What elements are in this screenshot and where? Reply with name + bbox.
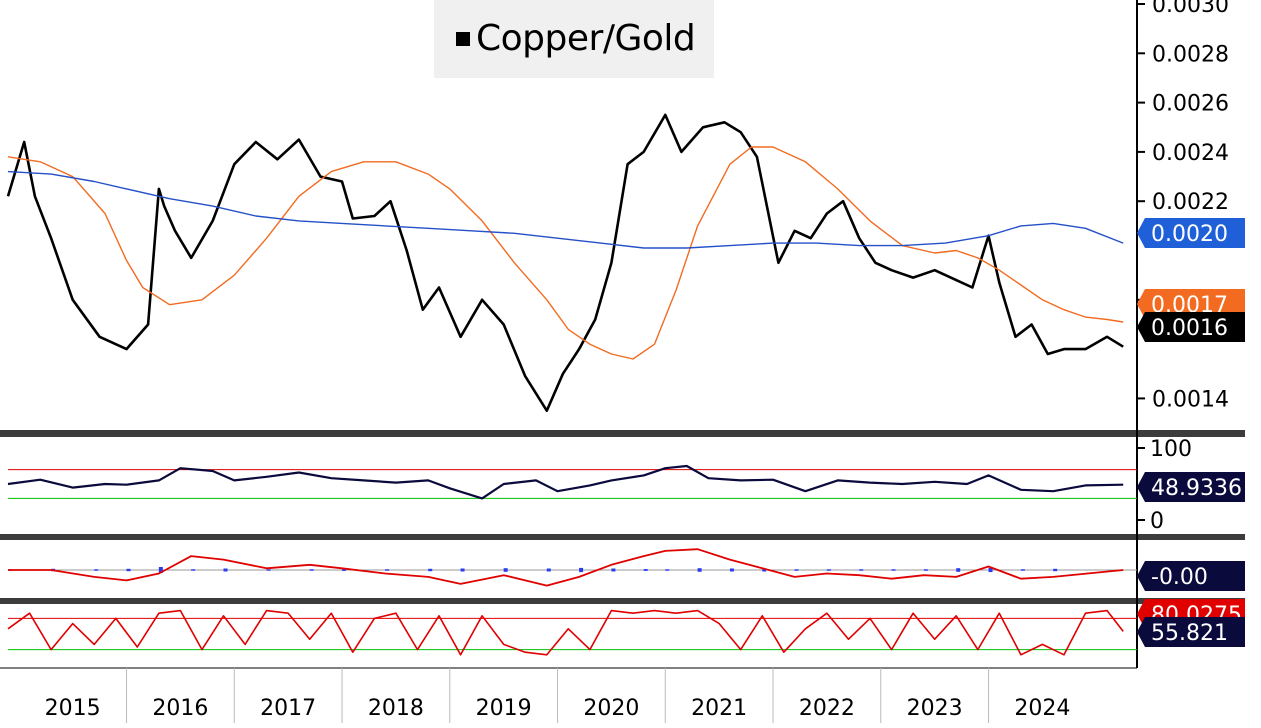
macd-histogram-bar: [127, 569, 131, 571]
series-line-1: [8, 147, 1123, 359]
legend-label: Copper/Gold: [476, 18, 695, 59]
price-value-tag-0: 0.0020: [1137, 218, 1245, 248]
y-tick-label: 0.0026: [1152, 92, 1229, 117]
value-tag-label: 55.821: [1151, 621, 1228, 646]
macd-histogram-bar: [504, 568, 508, 572]
macd-histogram-bar: [461, 569, 465, 572]
series-line-2: [8, 172, 1123, 248]
panel-divider-macd-stoch[interactable]: [0, 598, 1245, 604]
panel-divider-price-rsi[interactable]: [0, 430, 1245, 437]
y-tick-label: 0.0028: [1152, 42, 1229, 67]
x-tick-label: 2017: [260, 696, 316, 721]
macd-value-tag: -0.00: [1137, 561, 1245, 591]
macd-histogram-bar: [547, 569, 551, 572]
x-tick-label: 2015: [45, 696, 101, 721]
y-tick-label: 0.0022: [1152, 190, 1229, 215]
stochastic-panel: [8, 611, 1137, 655]
macd-histogram-bar: [310, 569, 314, 571]
x-tick-label: 2024: [1014, 696, 1070, 721]
macd-histogram-bar: [428, 569, 432, 571]
macd-histogram-bar: [191, 569, 195, 571]
rsi-value-tag: 48.9336: [1137, 472, 1245, 502]
macd-histogram-bar: [665, 569, 669, 571]
panel-divider-rsi-macd[interactable]: [0, 534, 1245, 540]
y-tick-label: 0.0024: [1152, 141, 1229, 166]
macd-histogram-bar: [730, 569, 734, 572]
value-tag-label: 0.0020: [1151, 222, 1228, 247]
macd-histogram-bar: [956, 568, 960, 572]
x-tick-label: 2022: [799, 696, 855, 721]
macd-histogram-bar: [611, 569, 615, 572]
y-tick-label: 0.0030: [1152, 0, 1229, 18]
stoch-value-tag-1: 55.821: [1137, 617, 1245, 647]
macd-panel: [8, 549, 1137, 585]
macd-histogram-bar: [1021, 569, 1025, 571]
x-axis: 2015 2016 2017 2018 2019 2020 2021 2022 2023 2024: [0, 668, 1137, 723]
value-tag-label: -0.00: [1151, 565, 1208, 590]
macd-histogram-bar: [579, 568, 583, 572]
macd-histogram-bar: [94, 569, 98, 571]
x-tick-label: 2019: [476, 696, 532, 721]
macd-histogram-bar: [924, 569, 928, 571]
y-tick-label: 100: [1150, 437, 1192, 462]
macd-histogram-bar: [644, 569, 648, 571]
macd-histogram-bar: [859, 569, 863, 571]
rsi-panel: 100 0: [8, 437, 1192, 534]
macd-histogram-bar: [698, 568, 702, 572]
x-tick-label: 2023: [907, 696, 963, 721]
series-line-0: [8, 466, 1123, 498]
x-tick-label: 2016: [152, 696, 208, 721]
y-tick-label: 0.0014: [1152, 387, 1229, 412]
macd-histogram-bar: [267, 569, 271, 571]
value-tag-label: 0.0016: [1151, 316, 1228, 341]
macd-histogram-bar: [892, 569, 896, 571]
series-line-0: [8, 611, 1123, 655]
macd-histogram-bar: [1053, 569, 1057, 571]
legend-swatch-icon: [456, 32, 470, 46]
value-tag-label: 48.9336: [1151, 476, 1242, 501]
macd-histogram-bar: [385, 569, 389, 571]
x-tick-label: 2020: [583, 696, 639, 721]
x-tick-label: 2021: [691, 696, 747, 721]
macd-histogram-bar: [827, 569, 831, 571]
macd-histogram-bar: [224, 569, 228, 572]
series-line-0: [8, 549, 1123, 585]
x-tick-label: 2018: [368, 696, 424, 721]
series-line-0: [8, 115, 1123, 411]
macd-histogram-bar: [795, 569, 799, 571]
y-tick-label: 0: [1150, 509, 1164, 534]
price-value-tag-2: 0.0016: [1137, 312, 1245, 342]
